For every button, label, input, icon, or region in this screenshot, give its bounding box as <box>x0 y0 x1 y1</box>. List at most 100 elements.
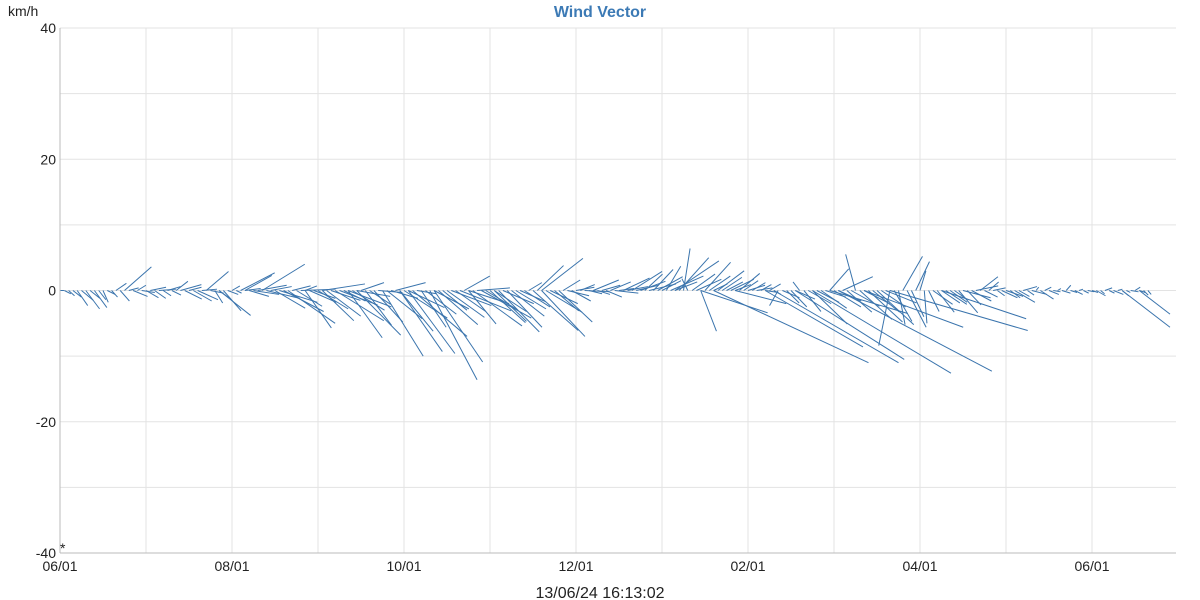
wind-vector <box>399 290 443 352</box>
wind-vector <box>1083 290 1089 294</box>
wind-vector <box>1057 288 1062 291</box>
wind-vector <box>734 290 787 305</box>
wind-vector <box>812 290 952 374</box>
wind-vector <box>1023 286 1038 291</box>
wind-vector <box>1138 290 1171 315</box>
wind-vector <box>162 290 172 297</box>
wind-vector <box>494 290 527 312</box>
wind-vector <box>214 290 224 304</box>
wind-vector <box>347 290 383 339</box>
wind-vector <box>820 290 847 309</box>
wind-vector <box>249 290 270 297</box>
wind-vector <box>438 290 479 326</box>
x-tick-label: 06/01 <box>42 558 77 574</box>
wind-vector <box>451 290 492 307</box>
wind-vector <box>1108 290 1115 294</box>
wind-vector <box>696 278 722 291</box>
wind-vector <box>1053 290 1061 293</box>
wind-vector <box>597 290 611 295</box>
wind-vector <box>554 290 580 312</box>
y-tick-label: -20 <box>36 414 56 430</box>
wind-vector <box>373 290 404 323</box>
wind-vector <box>119 290 130 302</box>
wind-vector <box>665 265 682 291</box>
wind-vector <box>231 285 241 291</box>
wind-vector <box>829 290 908 314</box>
wind-vector <box>893 290 913 322</box>
wind-vector <box>958 290 979 314</box>
wind-vector <box>511 290 545 317</box>
wind-vector <box>1074 290 1083 295</box>
wind-vector <box>463 275 491 291</box>
wind-vector <box>304 285 318 291</box>
wind-vector <box>468 290 497 325</box>
wind-vector <box>842 276 873 291</box>
wind-vector <box>541 290 586 337</box>
wind-vector <box>240 272 275 291</box>
wind-vector <box>863 290 964 328</box>
wind-vector <box>670 275 704 291</box>
wind-vector <box>1010 290 1021 299</box>
wind-vector <box>515 290 547 310</box>
wind-vector <box>498 290 540 333</box>
y-tick-label: 40 <box>40 20 56 36</box>
wind-vector <box>98 290 107 300</box>
wind-vector <box>792 281 800 291</box>
wind-vector <box>1027 290 1035 296</box>
wind-vector <box>941 290 961 304</box>
wind-vector <box>984 290 998 298</box>
wind-vector <box>910 290 925 317</box>
wind-vector <box>253 290 280 295</box>
wind-vector <box>739 273 761 291</box>
wind-vector <box>184 290 202 300</box>
wind-vector <box>859 290 893 320</box>
wind-vector <box>752 282 766 291</box>
wind-vector <box>1117 288 1123 291</box>
wind-vector <box>1113 290 1124 295</box>
x-tick-label: 02/01 <box>730 558 765 574</box>
wind-vector <box>175 280 189 291</box>
wind-vector <box>279 290 318 303</box>
wind-vector <box>197 290 219 301</box>
wind-vector <box>154 290 167 299</box>
wind-vector <box>317 290 349 310</box>
wind-vector <box>227 290 239 295</box>
wind-vector <box>261 263 306 291</box>
wind-vector <box>205 271 229 291</box>
wind-vector <box>549 290 578 305</box>
wind-vector <box>356 290 402 336</box>
wind-vector <box>1100 290 1105 295</box>
wind-vector <box>532 290 579 331</box>
wind-vector <box>64 290 72 295</box>
wind-vector <box>524 290 551 308</box>
wind-vector <box>623 277 650 291</box>
wind-vector <box>322 283 366 291</box>
wind-vector <box>812 290 848 325</box>
wind-vector <box>343 290 366 302</box>
wind-vector <box>704 261 731 291</box>
wind-vector <box>416 290 437 295</box>
wind-vector <box>829 268 850 291</box>
wind-vector <box>481 290 532 319</box>
wind-vector <box>756 287 773 291</box>
wind-vector <box>1143 290 1149 296</box>
wind-vector <box>971 290 992 302</box>
wind-vector <box>115 282 127 291</box>
x-tick-label: 08/01 <box>214 558 249 574</box>
wind-vector <box>244 274 273 291</box>
wind-vector <box>485 290 518 310</box>
wind-vector <box>992 287 1006 291</box>
wind-vector <box>124 266 152 291</box>
wind-vector <box>691 273 716 291</box>
wind-vector <box>571 290 591 302</box>
wind-vector <box>661 280 682 291</box>
wind-vector <box>536 265 564 291</box>
wind-vector <box>193 290 212 302</box>
wind-vector <box>988 281 999 291</box>
wind-vector <box>132 290 148 297</box>
wind-vector <box>236 290 242 294</box>
wind-vector <box>429 290 478 380</box>
y-tick-labels: 40 20 0 -20 -40 <box>36 20 56 561</box>
wind-vector <box>898 290 906 325</box>
wind-vector <box>1078 288 1084 291</box>
